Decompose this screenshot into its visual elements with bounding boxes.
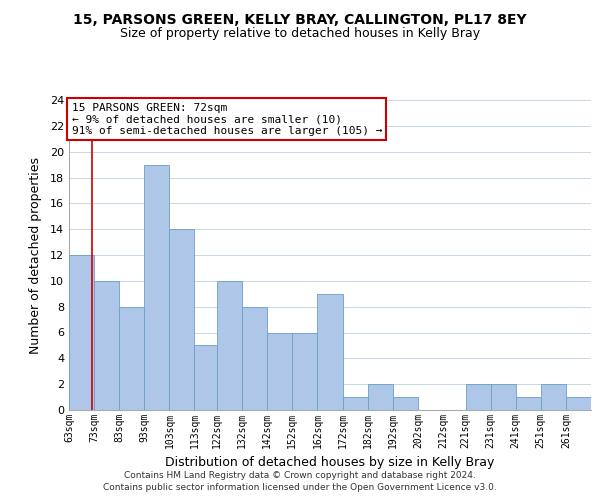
Bar <box>194 346 217 410</box>
Bar <box>94 281 119 410</box>
Bar <box>242 306 267 410</box>
Text: Contains HM Land Registry data © Crown copyright and database right 2024.: Contains HM Land Registry data © Crown c… <box>124 471 476 480</box>
Bar <box>217 281 242 410</box>
Bar <box>267 332 292 410</box>
Bar <box>317 294 343 410</box>
Bar <box>393 397 418 410</box>
Text: Size of property relative to detached houses in Kelly Bray: Size of property relative to detached ho… <box>120 28 480 40</box>
Bar <box>466 384 491 410</box>
Bar <box>119 306 144 410</box>
Text: 15 PARSONS GREEN: 72sqm
← 9% of detached houses are smaller (10)
91% of semi-det: 15 PARSONS GREEN: 72sqm ← 9% of detached… <box>71 102 382 136</box>
Bar <box>343 397 368 410</box>
Bar <box>541 384 566 410</box>
Bar <box>566 397 591 410</box>
Bar <box>292 332 317 410</box>
Y-axis label: Number of detached properties: Number of detached properties <box>29 156 41 354</box>
Bar <box>516 397 541 410</box>
Bar <box>144 164 169 410</box>
Bar <box>69 255 94 410</box>
Bar <box>491 384 516 410</box>
Bar <box>169 229 194 410</box>
Bar <box>368 384 393 410</box>
X-axis label: Distribution of detached houses by size in Kelly Bray: Distribution of detached houses by size … <box>166 456 494 469</box>
Text: 15, PARSONS GREEN, KELLY BRAY, CALLINGTON, PL17 8EY: 15, PARSONS GREEN, KELLY BRAY, CALLINGTO… <box>73 12 527 26</box>
Text: Contains public sector information licensed under the Open Government Licence v3: Contains public sector information licen… <box>103 484 497 492</box>
